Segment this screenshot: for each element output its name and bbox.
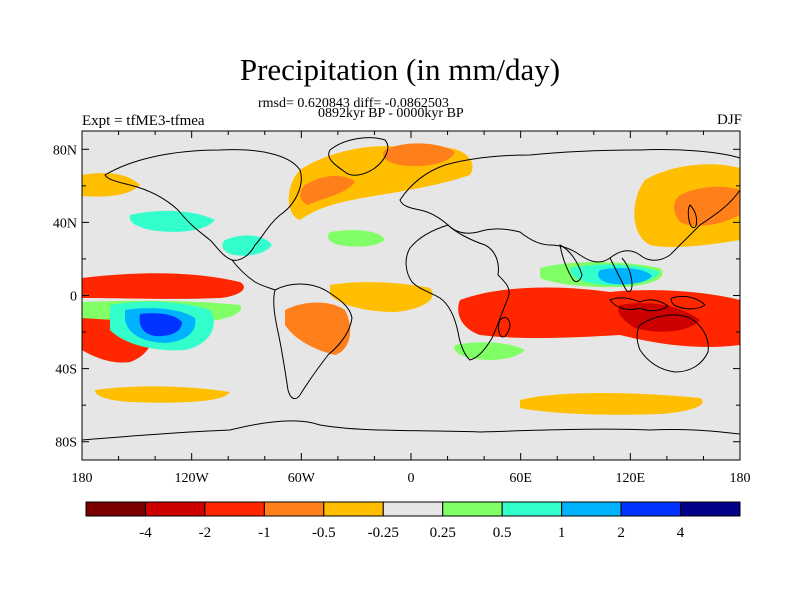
colorbar-level-label: -0.5 — [312, 525, 336, 541]
coast-maritime-continent — [609, 297, 669, 312]
anomaly-labrador — [300, 175, 355, 205]
anomaly-greenland — [383, 143, 455, 167]
coast-australia — [636, 314, 709, 373]
colorbar-level-label: 4 — [677, 525, 685, 541]
anomaly-north-pacific — [82, 173, 140, 197]
anomaly-mid-atlantic-wet — [327, 230, 385, 247]
lon-tick-label: 60E — [509, 471, 532, 486]
lat-tick-label: 40N — [53, 216, 77, 231]
map-plot-area: 180 120W 60W 0 60E 120E 180 80N 40N 0 40S 80S — [53, 130, 751, 486]
anomaly-spcz-max — [139, 313, 182, 337]
colorbar-level-label: -4 — [139, 525, 152, 541]
lat-tick-label: 40S — [55, 363, 77, 378]
colorbar-swatch — [680, 501, 741, 517]
colorbar-level-label: 0.5 — [493, 525, 512, 541]
anomaly-kuroshio — [674, 186, 740, 226]
colorbar-swatch — [620, 501, 682, 517]
anomaly-southern-wet — [454, 342, 525, 360]
coast-new-guinea — [670, 295, 706, 310]
anomaly-south-atlantic — [330, 282, 433, 312]
colorbar-swatch — [501, 501, 563, 517]
coastlines — [82, 137, 740, 441]
lat-tick-label: 80N — [53, 143, 77, 158]
anomaly-indian-ocean — [458, 287, 740, 347]
stats-subtitle: rmsd= 0.620843 diff= -0.0862503 — [258, 96, 449, 111]
coast-greenland — [328, 137, 389, 176]
anomaly-tropical-pacific — [82, 273, 244, 299]
lat-tick-label: 0 — [70, 290, 77, 305]
colorbar-swatch — [204, 501, 265, 517]
lon-tick-label: 180 — [72, 471, 93, 486]
colorbar-swatch — [263, 501, 325, 517]
anomaly-south-america — [285, 302, 351, 355]
axis-ticks: 180 120W 60W 0 60E 120E 180 80N 40N 0 40S 80S — [53, 131, 751, 486]
colorbar-swatch — [382, 501, 444, 517]
colorbar-swatch — [144, 501, 206, 517]
colorbar: -4 -2 -1 -0.5 -0.25 0.25 0.5 1 2 4 — [85, 501, 741, 541]
period-subtitle: 0892kyr BP - 0000kyr BP — [318, 106, 464, 121]
coast-europe — [399, 148, 740, 263]
season-label: DJF — [716, 112, 742, 128]
colorbar-level-label: -1 — [258, 525, 271, 541]
colorbar-swatch — [442, 501, 503, 517]
anomaly-southern-ocean-west — [95, 386, 230, 403]
lon-tick-label: 180 — [730, 471, 751, 486]
coast-indochina — [609, 257, 633, 293]
precip-anomaly-fields — [82, 143, 740, 415]
lon-tick-label: 60W — [288, 471, 316, 486]
anomaly-caribbean-wet — [222, 235, 272, 256]
lon-tick-label: 120W — [175, 471, 210, 486]
colorbar-level-label: -2 — [199, 525, 212, 541]
coast-south-america — [273, 283, 353, 400]
lon-tick-label: 120E — [616, 471, 646, 486]
colorbar-level-label: 1 — [558, 525, 566, 541]
map-title: Precipitation (in mm/day) — [239, 52, 561, 87]
colorbar-level-label: -0.25 — [368, 525, 399, 541]
coast-antarctica — [82, 420, 740, 441]
colorbar-swatch — [323, 501, 384, 517]
coast-japan — [687, 204, 698, 229]
coast-madagascar — [498, 317, 511, 338]
experiment-label: Expt = tfME3-tfmea — [82, 113, 205, 129]
anomaly-indonesia-wet — [598, 268, 652, 285]
colorbar-level-label: 2 — [617, 525, 625, 541]
anomaly-maritime-continent — [618, 303, 700, 332]
lat-tick-label: 80S — [55, 436, 77, 451]
anomaly-southern-ocean-east — [520, 393, 703, 415]
coast-north-america — [104, 149, 302, 261]
colorbar-swatch — [561, 501, 622, 517]
coast-africa — [405, 224, 510, 361]
colorbar-level-label: 0.25 — [430, 525, 456, 541]
coast-central-america — [231, 259, 276, 291]
colorbar-swatch — [85, 501, 146, 517]
lon-tick-label: 0 — [408, 471, 415, 486]
coast-india — [559, 244, 583, 283]
